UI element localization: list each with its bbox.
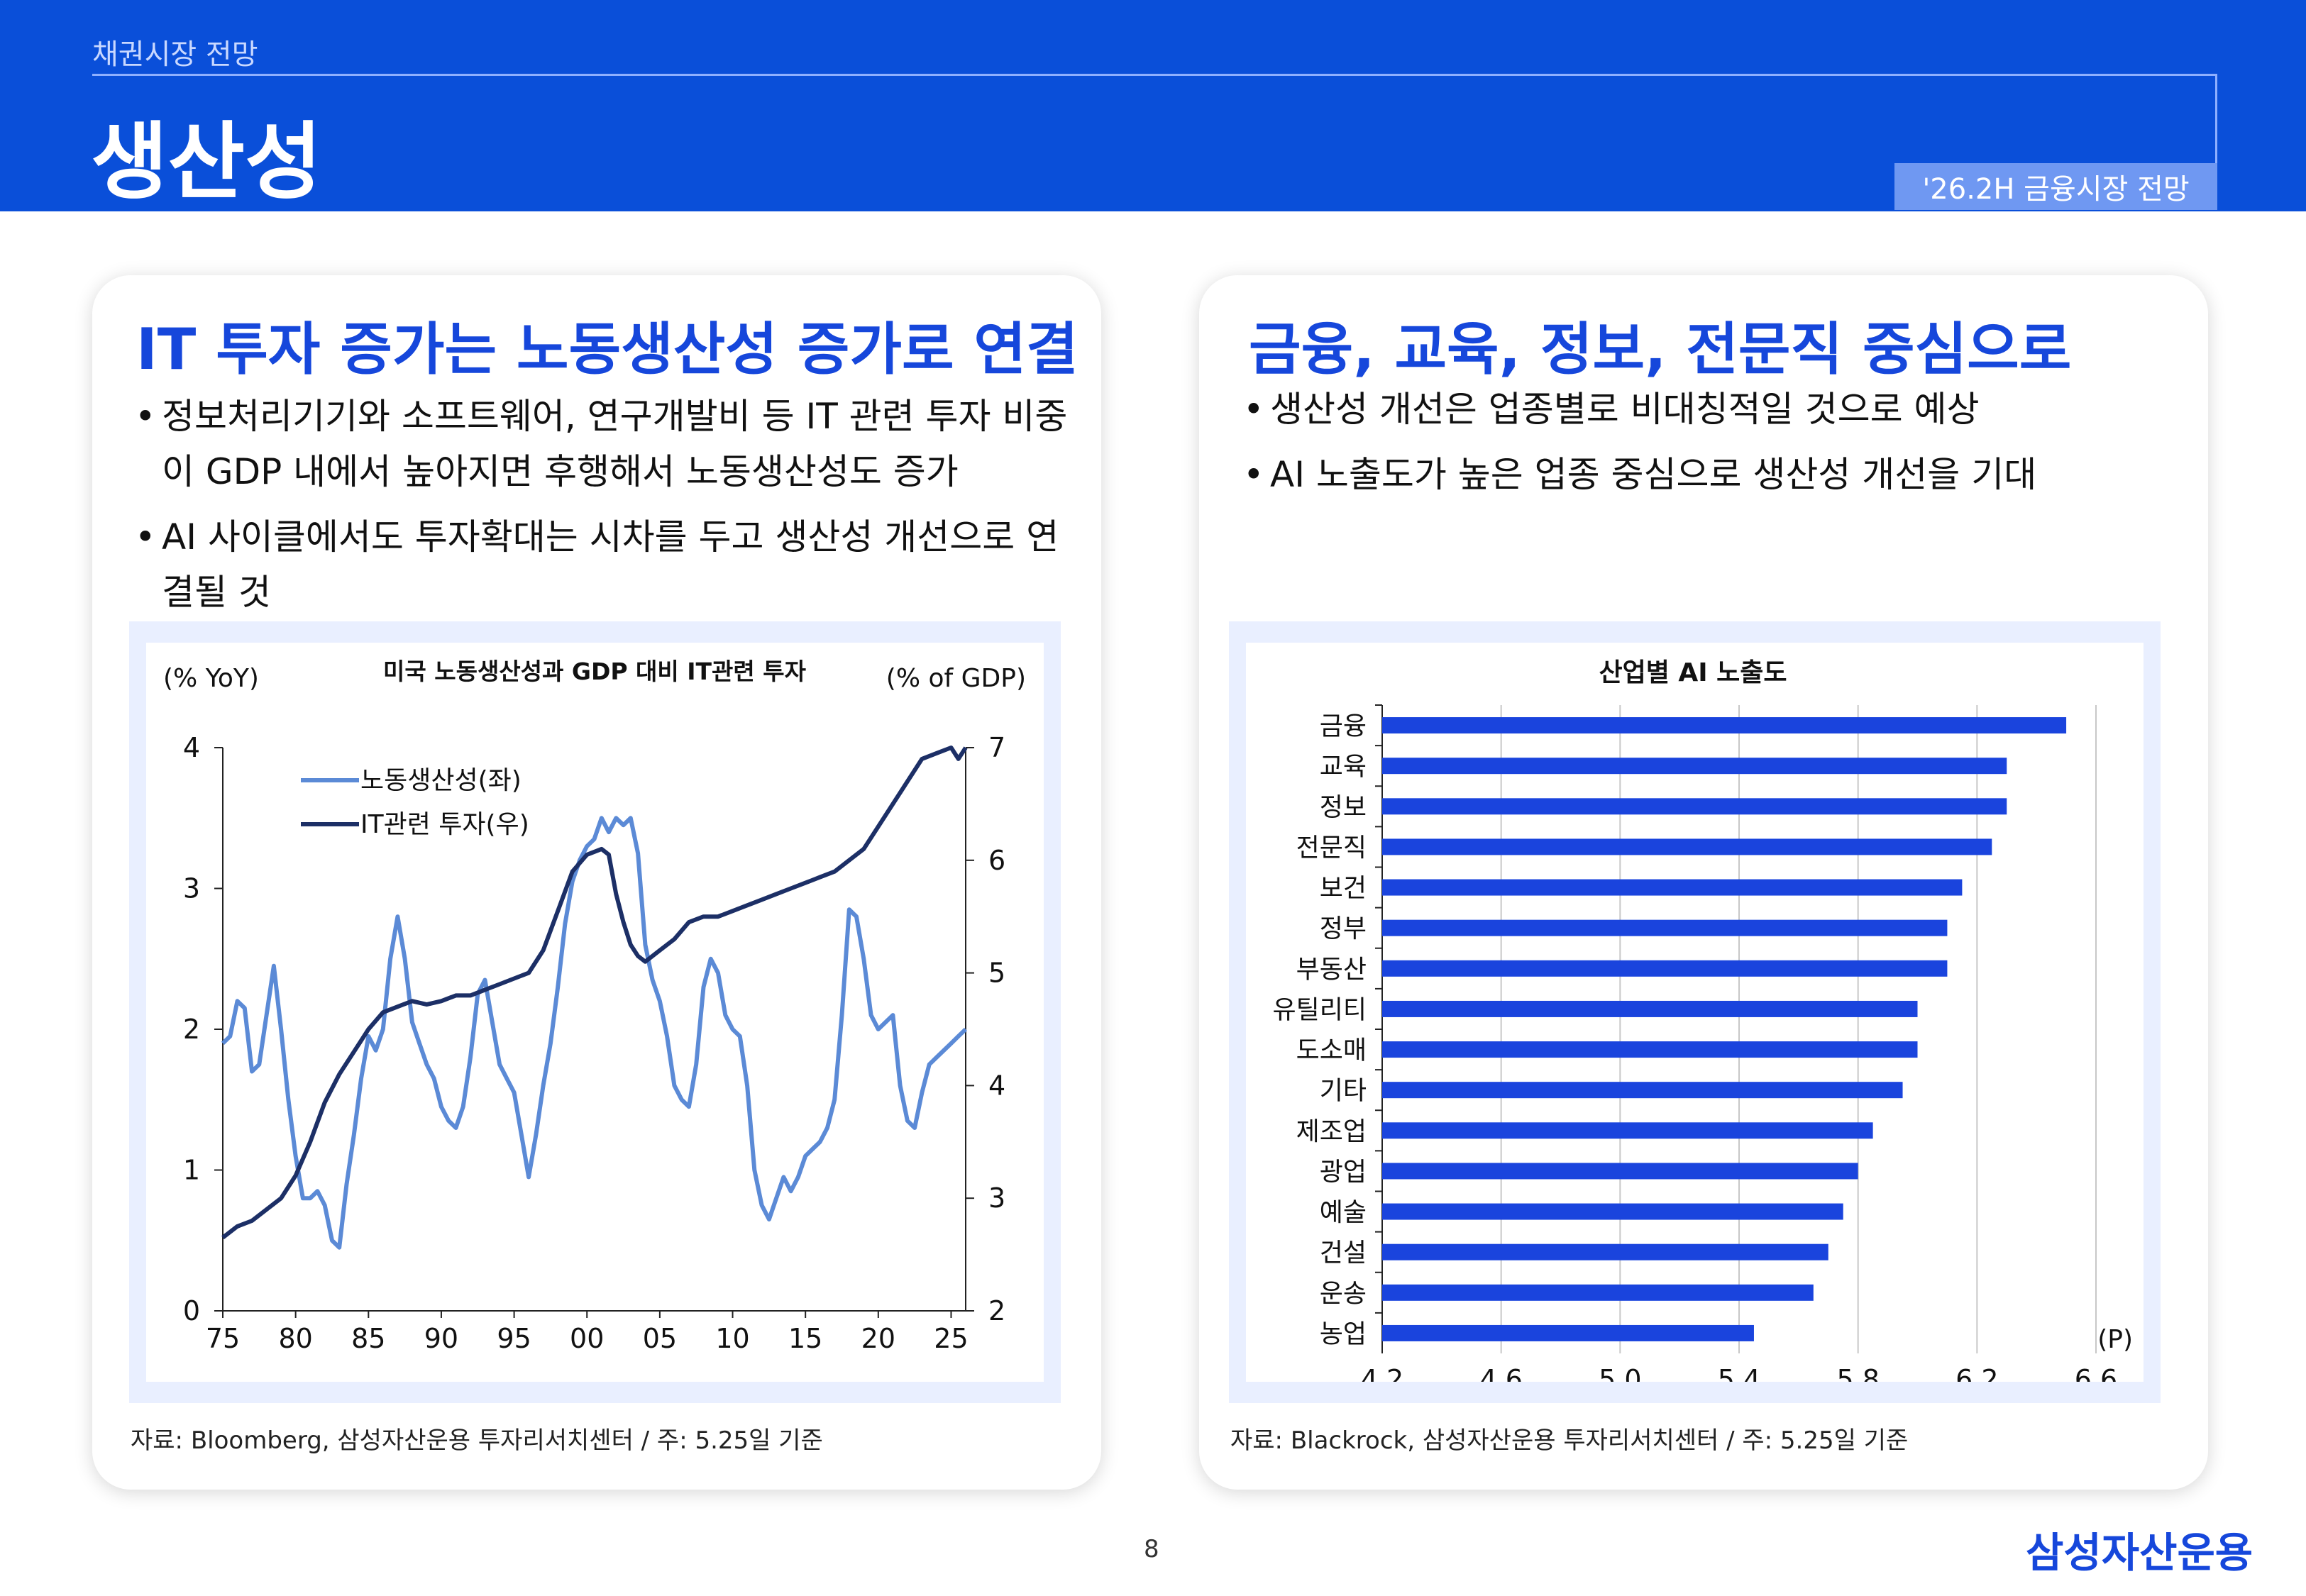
x-tick-label: 6.6 (2075, 1364, 2117, 1382)
right-bullet-list: 생산성 개선은 업종별로 비대칭적일 것으로 예상 AI 노출도가 높은 업종 … (1243, 382, 2180, 512)
right-tick-label: 4 (988, 1070, 1005, 1101)
bar-chart: 산업별 AI 노출도 4.2 4.6 5.0 5.4 5.8 6.2 6.6 금융교육정보전문직… (1273, 658, 2133, 1382)
x-tick-label: 5.0 (1599, 1364, 1641, 1382)
header-divider (92, 74, 2217, 76)
left-tick-label: 4 (183, 732, 200, 763)
bar (1382, 1041, 1918, 1058)
x-tick-label: 75 (206, 1323, 240, 1354)
bar (1382, 1203, 1843, 1220)
right-tick-label: 2 (988, 1295, 1005, 1326)
left-panel-title: IT 투자 증가는 노동생산성 증가로 연결 (136, 316, 1078, 382)
right-tick-label: 6 (988, 845, 1005, 876)
left-tick-label: 0 (183, 1295, 200, 1326)
left-source-note: 자료: Bloomberg, 삼성자산운용 투자리서치센터 / 주: 5.25일… (131, 1426, 823, 1455)
right-axis-unit: (% of GDP) (886, 664, 1026, 693)
category-label: 교육 (1320, 753, 1367, 782)
left-tick-label: 1 (183, 1155, 200, 1186)
line-chart: 미국 노동생산성과 GDP 대비 IT관련 투자 (% YoY) (% of GDP… (163, 658, 1026, 1354)
x-tick-label: 05 (643, 1323, 677, 1354)
bar (1382, 1243, 1828, 1260)
bar (1382, 798, 2007, 815)
right-panel: 금융, 교육, 정보, 전문직 중심으로 생산성 개선은 업종별로 비대칭적일 … (1199, 275, 2208, 1490)
bar (1382, 1163, 1858, 1180)
line-chart-title: 미국 노동생산성과 GDP 대비 IT관련 투자 (383, 658, 807, 685)
x-tick-label: 25 (934, 1323, 968, 1354)
bar (1382, 960, 1948, 977)
x-tick-label: 90 (424, 1323, 458, 1354)
bar (1382, 1082, 1903, 1099)
x-tick-label: 85 (351, 1323, 385, 1354)
category-label: 예술 (1320, 1198, 1367, 1227)
brand-logo-text: 삼성자산운용 (2026, 1529, 2253, 1577)
header-divider-vertical (2215, 74, 2217, 166)
legend-label: IT관련 투자(우) (360, 810, 529, 839)
x-tick-label: 4.6 (1479, 1364, 1522, 1382)
category-label: 전문직 (1296, 833, 1367, 863)
category-label: 농업 (1320, 1319, 1367, 1348)
right-bullet-1: 생산성 개선은 업종별로 비대칭적일 것으로 예상 (1243, 382, 2180, 437)
x-tick-label: 80 (278, 1323, 312, 1354)
left-bullet-list: 정보처리기기와 소프트웨어, 연구개발비 등 IT 관련 투자 비중이 GDP … (135, 389, 1071, 630)
x-tick-label: 4.2 (1361, 1364, 1403, 1382)
category-label: 정부 (1320, 914, 1367, 943)
right-panel-title: 금융, 교육, 정보, 전문직 중심으로 (1249, 316, 2072, 382)
category-label: 도소매 (1296, 1036, 1367, 1065)
right-tick-label: 7 (988, 732, 1005, 763)
x-tick-label: 5.8 (1836, 1364, 1879, 1382)
x-tick-label: 10 (715, 1323, 749, 1354)
category-label: 기타 (1320, 1077, 1367, 1106)
category-label: 운송 (1320, 1279, 1367, 1308)
section-label: 채권시장 전망 (92, 38, 258, 71)
x-tick-label: 5.4 (1718, 1364, 1760, 1382)
category-label: 보건 (1320, 874, 1367, 903)
series-line-it-investment (221, 746, 968, 1240)
bar (1382, 879, 1963, 896)
category-label: 부동산 (1296, 955, 1367, 984)
category-label: 금융 (1320, 712, 1367, 741)
bar (1382, 838, 1992, 855)
category-label: 정보 (1320, 793, 1367, 822)
line-chart-area: 미국 노동생산성과 GDP 대비 IT관련 투자 (% YoY) (% of GDP… (146, 643, 1044, 1382)
bar-chart-title: 산업별 AI 노출도 (1599, 658, 1787, 687)
left-tick-label: 3 (183, 873, 200, 904)
right-source-note: 자료: Blackrock, 삼성자산운용 투자리서치센터 / 주: 5.25일… (1230, 1426, 1909, 1455)
series-line-productivity (221, 816, 968, 1250)
header-banner: 채권시장 전망 생산성 '26.2H 금융시장 전망 (0, 0, 2306, 211)
x-tick-label: 00 (570, 1323, 604, 1354)
category-label: 건설 (1320, 1238, 1367, 1268)
x-tick-label: 15 (788, 1323, 822, 1354)
x-tick-label: 6.2 (1955, 1364, 1998, 1382)
bar (1382, 1324, 1754, 1341)
right-bullet-2: AI 노출도가 높은 업종 중심으로 생산성 개선을 기대 (1243, 447, 2180, 502)
category-label: 제조업 (1296, 1117, 1367, 1146)
report-tag: '26.2H 금융시장 전망 (1894, 163, 2217, 210)
right-tick-label: 5 (988, 958, 1005, 989)
right-tick-label: 3 (988, 1182, 1005, 1214)
projection-note: (P) (2097, 1325, 2133, 1354)
left-axis-unit: (% YoY) (163, 664, 259, 693)
bar (1382, 1284, 1814, 1301)
category-label: 광업 (1320, 1158, 1367, 1187)
left-bullet-2: AI 사이클에서도 투자확대는 시차를 두고 생산성 개선으로 연결될 것 (135, 509, 1071, 620)
bar (1382, 919, 1948, 936)
x-tick-label: 20 (861, 1323, 895, 1354)
bar (1382, 1000, 1918, 1017)
bar (1382, 717, 2067, 734)
page-title: 생산성 (91, 113, 322, 211)
left-panel: IT 투자 증가는 노동생산성 증가로 연결 정보처리기기와 소프트웨어, 연구… (92, 275, 1101, 1490)
legend-label: 노동생산성(좌) (360, 766, 522, 795)
left-bullet-1: 정보처리기기와 소프트웨어, 연구개발비 등 IT 관련 투자 비중이 GDP … (135, 389, 1071, 499)
category-label: 유틸리티 (1273, 995, 1367, 1024)
left-tick-label: 2 (183, 1014, 200, 1045)
page-number: 8 (1144, 1535, 1159, 1563)
line-chart-frame: 미국 노동생산성과 GDP 대비 IT관련 투자 (% YoY) (% of GDP… (129, 621, 1061, 1403)
bar (1382, 758, 2007, 775)
x-tick-label: 95 (497, 1323, 531, 1354)
bar (1382, 1122, 1873, 1139)
